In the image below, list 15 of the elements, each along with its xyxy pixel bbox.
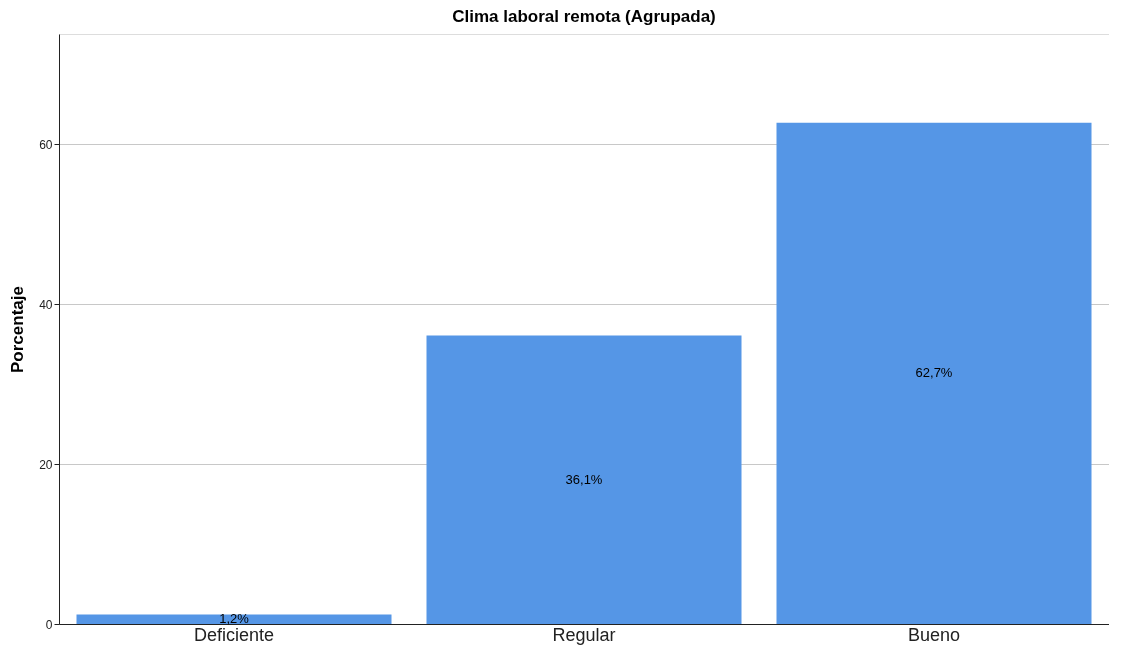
- x-tick-label: Deficiente: [193, 624, 275, 645]
- x-tick-label: Bueno: [907, 624, 961, 645]
- data-label: 1,2%: [219, 611, 250, 627]
- bar: [76, 614, 392, 624]
- x-tick-label: Regular: [552, 624, 616, 645]
- bar: [776, 122, 1092, 624]
- y-tick-label: 60: [39, 137, 53, 152]
- y-tick-label: 20: [39, 457, 53, 472]
- y-tick-label: 0: [45, 617, 53, 632]
- data-label: 36,1%: [565, 471, 603, 487]
- y-axis-title: Porcentaje: [8, 286, 28, 373]
- y-tick-label: 40: [39, 297, 53, 312]
- bar: [426, 335, 742, 624]
- data-label: 62,7%: [915, 365, 953, 381]
- chart-title: Clima laboral remota (Agrupada): [452, 7, 716, 26]
